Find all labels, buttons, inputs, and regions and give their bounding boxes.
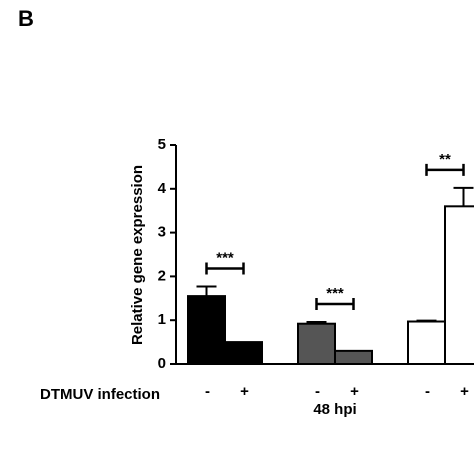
bar <box>187 295 226 365</box>
y-tick-label: 3 <box>158 224 166 241</box>
x-tick-label: - <box>425 383 430 400</box>
panel-label: B <box>18 6 34 31</box>
y-tick-label: 2 <box>158 267 166 284</box>
group-label: 48 hpi <box>313 401 356 418</box>
bar <box>444 205 474 365</box>
x-tick-label: + <box>460 383 469 400</box>
bar <box>334 349 373 365</box>
x-tick-label: + <box>350 383 359 400</box>
x-tick-label: - <box>205 383 210 400</box>
significance-label: *** <box>326 285 344 302</box>
x-tick-label: - <box>315 383 320 400</box>
y-tick-label: 1 <box>158 311 166 328</box>
significance-label: ** <box>439 151 451 168</box>
x-axis-label: DTMUV infection <box>40 386 160 403</box>
y-tick-label: 4 <box>158 180 167 197</box>
bar <box>224 341 263 366</box>
y-tick-label: 5 <box>158 136 166 153</box>
significance-bracket <box>315 297 355 310</box>
x-tick-label: + <box>240 383 249 400</box>
significance-bracket <box>205 262 245 275</box>
significance-bracket <box>425 163 465 176</box>
y-tick-label: 0 <box>158 355 166 372</box>
bar <box>297 322 336 366</box>
significance-label: *** <box>216 249 234 266</box>
y-axis-label: Relative gene expression <box>129 165 146 345</box>
bar <box>407 320 446 366</box>
